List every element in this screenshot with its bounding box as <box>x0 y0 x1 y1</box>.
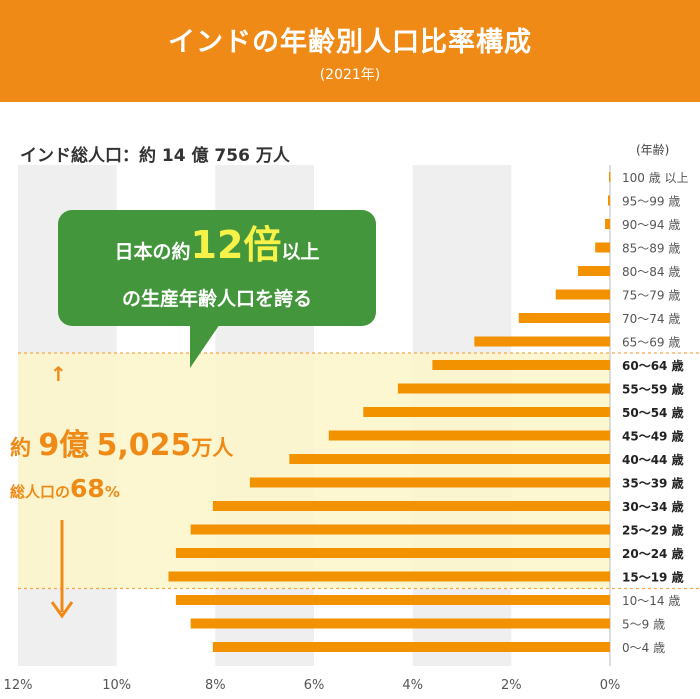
age-label-9: 55～59 歳 <box>622 382 684 397</box>
age-label-4: 80～84 歳 <box>622 265 680 279</box>
age-label-16: 20～24 歳 <box>622 546 684 561</box>
bar-17 <box>168 571 610 582</box>
share-number: 68 <box>70 474 105 503</box>
callout-prefix: 日本の約 <box>114 241 191 263</box>
bar-5 <box>555 289 610 300</box>
annotation-amount: 5,025 <box>96 428 192 463</box>
age-label-10: 50～54 歳 <box>622 405 684 420</box>
age-label-0: 100 歳 以上 <box>622 171 689 185</box>
page-subtitle: (2021年) <box>319 67 381 83</box>
annotation-number: 9億 <box>38 428 90 463</box>
age-label-3: 85～89 歳 <box>622 242 680 256</box>
age-label-14: 30～34 歳 <box>622 499 684 514</box>
x-tick-label-0: 12% <box>4 678 33 693</box>
bar-20 <box>212 642 610 652</box>
bar-8 <box>432 360 610 370</box>
bar-4 <box>577 266 610 276</box>
bar-13 <box>249 477 610 488</box>
bar-15 <box>190 524 610 535</box>
bar-18 <box>175 595 610 605</box>
callout-bubble-tail <box>190 318 224 368</box>
bar-12 <box>289 454 610 464</box>
bar-6 <box>518 313 610 323</box>
x-tick-label-1: 10% <box>102 678 131 693</box>
share-prefix: 総人口の <box>10 483 71 501</box>
age-label-6: 70～74 歳 <box>622 312 680 326</box>
x-tick-label-3: 6% <box>304 678 325 693</box>
age-label-7: 65～69 歳 <box>622 336 680 350</box>
age-label-5: 75～79 歳 <box>622 289 680 303</box>
callout-line-1: 日本の約12倍以上 <box>58 226 376 264</box>
x-tick-label-6: 0% <box>600 678 621 693</box>
callout-line-2: の生産年齢人口を誇る <box>121 288 312 310</box>
bar-1 <box>608 195 610 206</box>
bar-14 <box>212 501 610 511</box>
bar-11 <box>328 430 610 441</box>
bar-10 <box>363 407 610 417</box>
age-label-1: 95～99 歳 <box>622 195 680 209</box>
header-banner <box>0 0 700 102</box>
callout-number: 12倍 <box>190 223 282 267</box>
age-label-11: 45～49 歳 <box>622 429 684 444</box>
bar-16 <box>175 548 610 558</box>
annotation-prefix: 約 <box>10 436 31 460</box>
bar-3 <box>595 242 610 253</box>
bar-2 <box>605 219 610 229</box>
callout-suffix: 以上 <box>281 241 320 263</box>
age-label-17: 15～19 歳 <box>622 570 684 585</box>
down-arrow-head <box>50 601 74 619</box>
age-label-12: 40～44 歳 <box>622 452 684 467</box>
callout-bubble <box>58 210 376 326</box>
x-tick-label-5: 2% <box>501 678 522 693</box>
age-label-20: 0～4 歳 <box>622 641 665 655</box>
bar-0 <box>609 172 611 182</box>
age-label-19: 5～9 歳 <box>622 618 665 632</box>
age-label-18: 10～14 歳 <box>622 594 680 608</box>
working-age-share-annotation: 総人口の68% <box>10 474 120 503</box>
bar-19 <box>190 618 610 629</box>
bar-9 <box>397 383 610 394</box>
annotation-unit: 万人 <box>191 436 234 460</box>
age-label-8: 60～64 歳 <box>622 358 684 373</box>
x-tick-label-2: 8% <box>205 678 226 693</box>
age-label-13: 35～39 歳 <box>622 476 684 491</box>
share-unit: % <box>104 483 120 501</box>
age-label-15: 25～29 歳 <box>622 523 684 538</box>
page-title: インドの年齢別人口比率構成 <box>168 27 532 58</box>
total-population-label: インド総人口：約 14 億 756 万人 <box>20 146 290 166</box>
working-age-population-annotation: 約 9億 5,025万人 <box>10 420 233 464</box>
age-label-2: 90～94 歳 <box>622 218 680 232</box>
up-arrow-icon: ↑ <box>50 362 67 386</box>
x-tick-label-4: 4% <box>402 678 423 693</box>
age-axis-unit: (年齢) <box>636 143 670 157</box>
bar-7 <box>474 336 610 347</box>
